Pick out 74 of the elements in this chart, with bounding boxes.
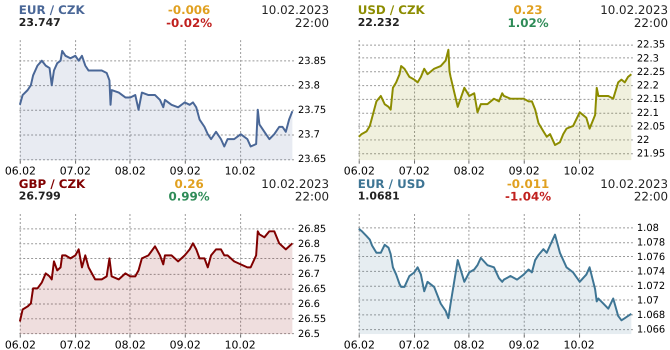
x-tick-label: 07.02 (60, 164, 91, 178)
x-tick-label: 08.02 (454, 164, 485, 178)
y-tick-label: 22 (636, 134, 650, 146)
text: -0.011 (506, 176, 550, 191)
text: 22:00 (294, 16, 330, 30)
y-tick-label: 22.25 (636, 66, 666, 78)
x-tick-label: 10.02 (224, 338, 256, 350)
text: 10.02.2023 (600, 176, 668, 191)
y-tick-label: 1.076 (636, 252, 666, 263)
x-tick-label: 08.02 (454, 338, 485, 350)
y-tick-label: 21.95 (636, 148, 666, 160)
chart-subtitle: 26.799 (18, 190, 61, 203)
text: -1.04% (505, 190, 552, 204)
chart-title: EUR / CZK (18, 2, 86, 17)
y-tick-label: 1.078 (636, 237, 666, 248)
y-tick-label: 23.8 (298, 80, 320, 92)
y-tick-label: 26.75 (298, 254, 326, 265)
y-tick-label: 23.65 (298, 154, 326, 166)
chart-subtitle: 23.747 (18, 16, 61, 29)
x-tick-label: 06.02 (4, 338, 36, 350)
y-tick-label: 1.072 (636, 280, 666, 292)
x-tick-label: 07.02 (60, 338, 91, 350)
y-tick-label: 1.08 (636, 222, 659, 234)
y-tick-label: 22.05 (636, 121, 666, 132)
y-tick-label: 26.7 (298, 268, 320, 280)
x-tick-label: 10.02 (564, 164, 595, 178)
chart-subtitle: 22.232 (358, 16, 400, 29)
x-tick-label: 09.02 (170, 338, 201, 350)
text: 0.26 (174, 176, 204, 191)
x-tick-label: 09.02 (170, 164, 201, 178)
x-tick-label: 09.02 (508, 164, 540, 178)
chart-title: EUR / USD (358, 176, 426, 191)
y-tick-label: 22.3 (636, 53, 659, 64)
y-tick-label: 23.85 (298, 56, 326, 68)
text: -0.02% (166, 16, 212, 30)
x-tick-label: 09.02 (508, 338, 540, 350)
text: 0.99% (168, 190, 210, 204)
y-tick-label: 22.35 (636, 40, 666, 51)
text: 22:00 (634, 190, 668, 204)
x-tick-label: 08.02 (114, 164, 146, 178)
y-tick-label: 22.1 (636, 108, 659, 119)
y-tick-label: 26.6 (298, 298, 320, 310)
x-tick-label: 10.02 (564, 338, 595, 350)
y-tick-label: 1.074 (636, 266, 666, 278)
text: -0.006 (168, 2, 210, 17)
y-tick-label: 1.07 (636, 295, 659, 306)
text: 0.23 (513, 2, 543, 17)
y-tick-label: 26.85 (298, 224, 326, 235)
text: 10.02.2023 (600, 2, 668, 17)
text: 22:00 (634, 16, 668, 30)
y-tick-label: 23.75 (298, 105, 326, 116)
chart-title: USD / CZK (358, 2, 426, 17)
x-tick-label: 06.02 (344, 338, 375, 350)
y-tick-label: 1.068 (636, 310, 666, 321)
chart-subtitle: 1.0681 (358, 190, 400, 203)
text: 10.02.2023 (261, 2, 330, 17)
y-tick-label: 23.7 (298, 130, 320, 141)
chart-title: GBP / CZK (18, 176, 86, 191)
y-tick-label: 26.55 (298, 314, 326, 325)
x-tick-label: 07.02 (398, 338, 430, 350)
text: 22:00 (294, 190, 330, 204)
y-tick-label: 22.15 (636, 94, 666, 106)
y-tick-label: 1.066 (636, 324, 666, 336)
x-tick-label: 06.02 (4, 164, 36, 178)
y-tick-label: 26.65 (298, 284, 326, 295)
x-tick-label: 10.02 (224, 164, 256, 178)
x-tick-label: 07.02 (398, 164, 430, 178)
x-tick-label: 06.02 (344, 164, 375, 178)
text: 1.02% (508, 16, 549, 30)
y-tick-label: 26.8 (298, 238, 320, 250)
text: 10.02.2023 (261, 176, 330, 191)
x-tick-label: 08.02 (114, 338, 146, 350)
y-tick-label: 22.2 (636, 80, 659, 92)
y-tick-label: 26.5 (298, 328, 320, 340)
